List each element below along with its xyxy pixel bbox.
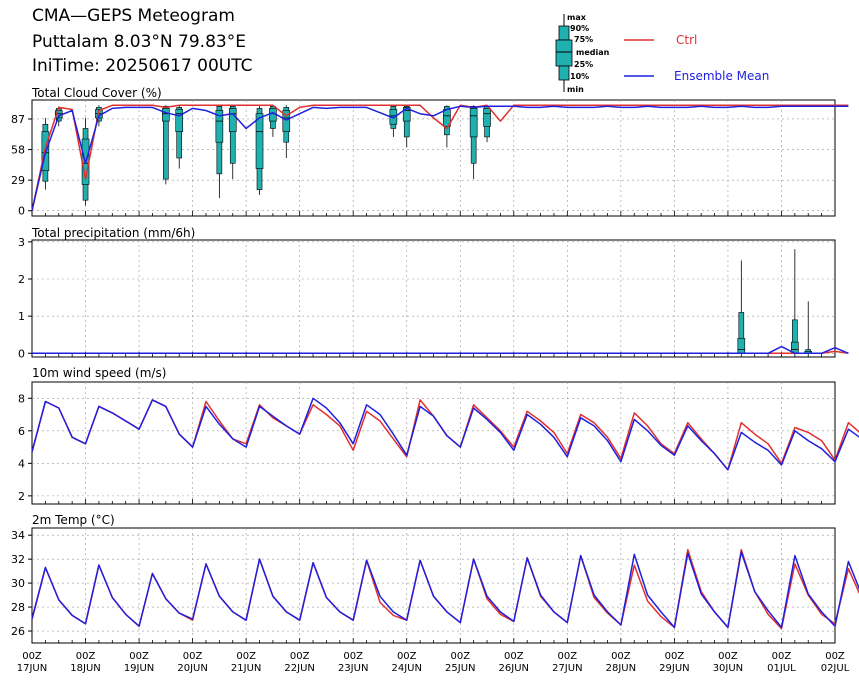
legend-label-max: max: [567, 13, 587, 22]
x-tick-label-time: 00Z: [665, 651, 685, 662]
y-tick-label: 28: [11, 601, 25, 614]
x-tick-label-date: 21JUN: [231, 663, 261, 674]
y-tick-label: 0: [18, 347, 25, 360]
legend-label-min: min: [567, 85, 584, 94]
legend-label-p25: 25%: [574, 60, 593, 69]
y-tick-label: 6: [18, 425, 25, 438]
x-tick-label-date: 25JUN: [445, 663, 475, 674]
x-tick-label-date: 19JUN: [124, 663, 154, 674]
x-tick-label-date: 26JUN: [499, 663, 529, 674]
x-tick-label-time: 00Z: [290, 651, 310, 662]
panel-frame: [31, 527, 836, 644]
x-tick-label-date: 30JUN: [713, 663, 743, 674]
panel-frame: [31, 239, 836, 358]
x-tick-label-date: 29JUN: [659, 663, 689, 674]
x-tick-label-time: 00Z: [343, 651, 363, 662]
box-outer: [176, 107, 183, 159]
box-outer: [163, 106, 169, 180]
x-tick-label-date: 23JUN: [338, 663, 368, 674]
series-line-ensemble-mean: [31, 105, 849, 211]
legend-label-p75: 75%: [574, 35, 593, 44]
box-iqr: [215, 110, 224, 143]
series-line-ctrl: [31, 104, 849, 211]
y-tick-label: 3: [18, 236, 25, 249]
box-outer: [403, 106, 410, 138]
x-tick-label-date: 27JUN: [552, 663, 582, 674]
legend-ctrl-label: Ctrl: [676, 33, 697, 47]
box-iqr: [282, 110, 291, 132]
y-tick-label: 29: [11, 174, 25, 187]
y-tick-label: 58: [11, 144, 25, 157]
x-tick-label-time: 00Z: [611, 651, 631, 662]
panel-title-temp: 2m Temp (°C): [32, 513, 115, 527]
y-tick-label: 2: [18, 273, 25, 286]
x-tick-label-time: 00Z: [718, 651, 738, 662]
y-tick-label: 26: [11, 625, 25, 638]
legend-mean-label: Ensemble Mean: [674, 69, 769, 83]
x-tick-label-date: 24JUN: [391, 663, 421, 674]
x-tick-label-time: 00Z: [129, 651, 149, 662]
location-label: Puttalam 8.03°N 79.83°E: [32, 32, 246, 52]
x-tick-label-time: 00Z: [772, 651, 792, 662]
series-line-ensemble-mean: [31, 551, 859, 629]
series-line-ensemble-mean: [32, 345, 849, 355]
x-tick-label-date: 18JUN: [70, 663, 100, 674]
box-iqr: [737, 338, 746, 354]
y-tick-label: 0: [18, 205, 25, 218]
legend-label-median: median: [576, 48, 610, 57]
box-iqr: [228, 108, 237, 132]
legend: max 90% 75% median 25% 10% min Ctrl Ense…: [555, 13, 769, 94]
meteogram-title: CMA—GEPS Meteogram: [32, 6, 235, 26]
legend-box-lower: [558, 65, 570, 81]
y-tick-label: 87: [11, 113, 25, 126]
y-tick-label: 34: [11, 529, 25, 542]
box-iqr: [469, 108, 478, 138]
legend-label-p90: 90%: [570, 24, 589, 33]
init-time-label: IniTime: 20250617 00UTC: [32, 56, 253, 76]
x-tick-label-time: 00Z: [504, 651, 524, 662]
series-line-ensemble-mean: [31, 397, 859, 471]
box-outer: [229, 106, 236, 164]
x-tick-label-time: 00Z: [236, 651, 256, 662]
x-tick-label-date: 20JUN: [177, 663, 207, 674]
box-iqr: [162, 108, 170, 122]
box-iqr: [255, 113, 264, 169]
y-tick-label: 1: [18, 310, 25, 323]
box-iqr: [175, 109, 184, 132]
panel-title-wind: 10m wind speed (m/s): [32, 366, 167, 380]
x-tick-label-date: 02JUL: [821, 663, 850, 674]
panel-title-cloud: Total Cloud Cover (%): [32, 86, 162, 100]
legend-label-p10: 10%: [570, 72, 589, 81]
x-tick-label-time: 00Z: [22, 651, 42, 662]
panel-title-precip: Total precipitation (mm/6h): [32, 226, 196, 240]
x-tick-label-date: 22JUN: [284, 663, 314, 674]
x-tick-label-date: 01JUL: [767, 663, 796, 674]
x-tick-label-time: 00Z: [76, 651, 96, 662]
x-tick-label-time: 00Z: [450, 651, 470, 662]
x-tick-label-time: 00Z: [825, 651, 845, 662]
y-tick-label: 30: [11, 577, 25, 590]
box-iqr: [402, 107, 411, 122]
x-tick-label-time: 00Z: [397, 651, 417, 662]
y-tick-label: 2: [18, 490, 25, 503]
y-tick-label: 4: [18, 457, 25, 470]
x-tick-label-date: 17JUN: [17, 663, 47, 674]
x-tick-label-date: 28JUN: [606, 663, 636, 674]
y-tick-label: 8: [18, 392, 25, 405]
y-tick-label: 32: [11, 553, 25, 566]
box-iqr: [483, 108, 491, 127]
x-tick-label-time: 00Z: [183, 651, 203, 662]
x-tick-label-time: 00Z: [558, 651, 578, 662]
